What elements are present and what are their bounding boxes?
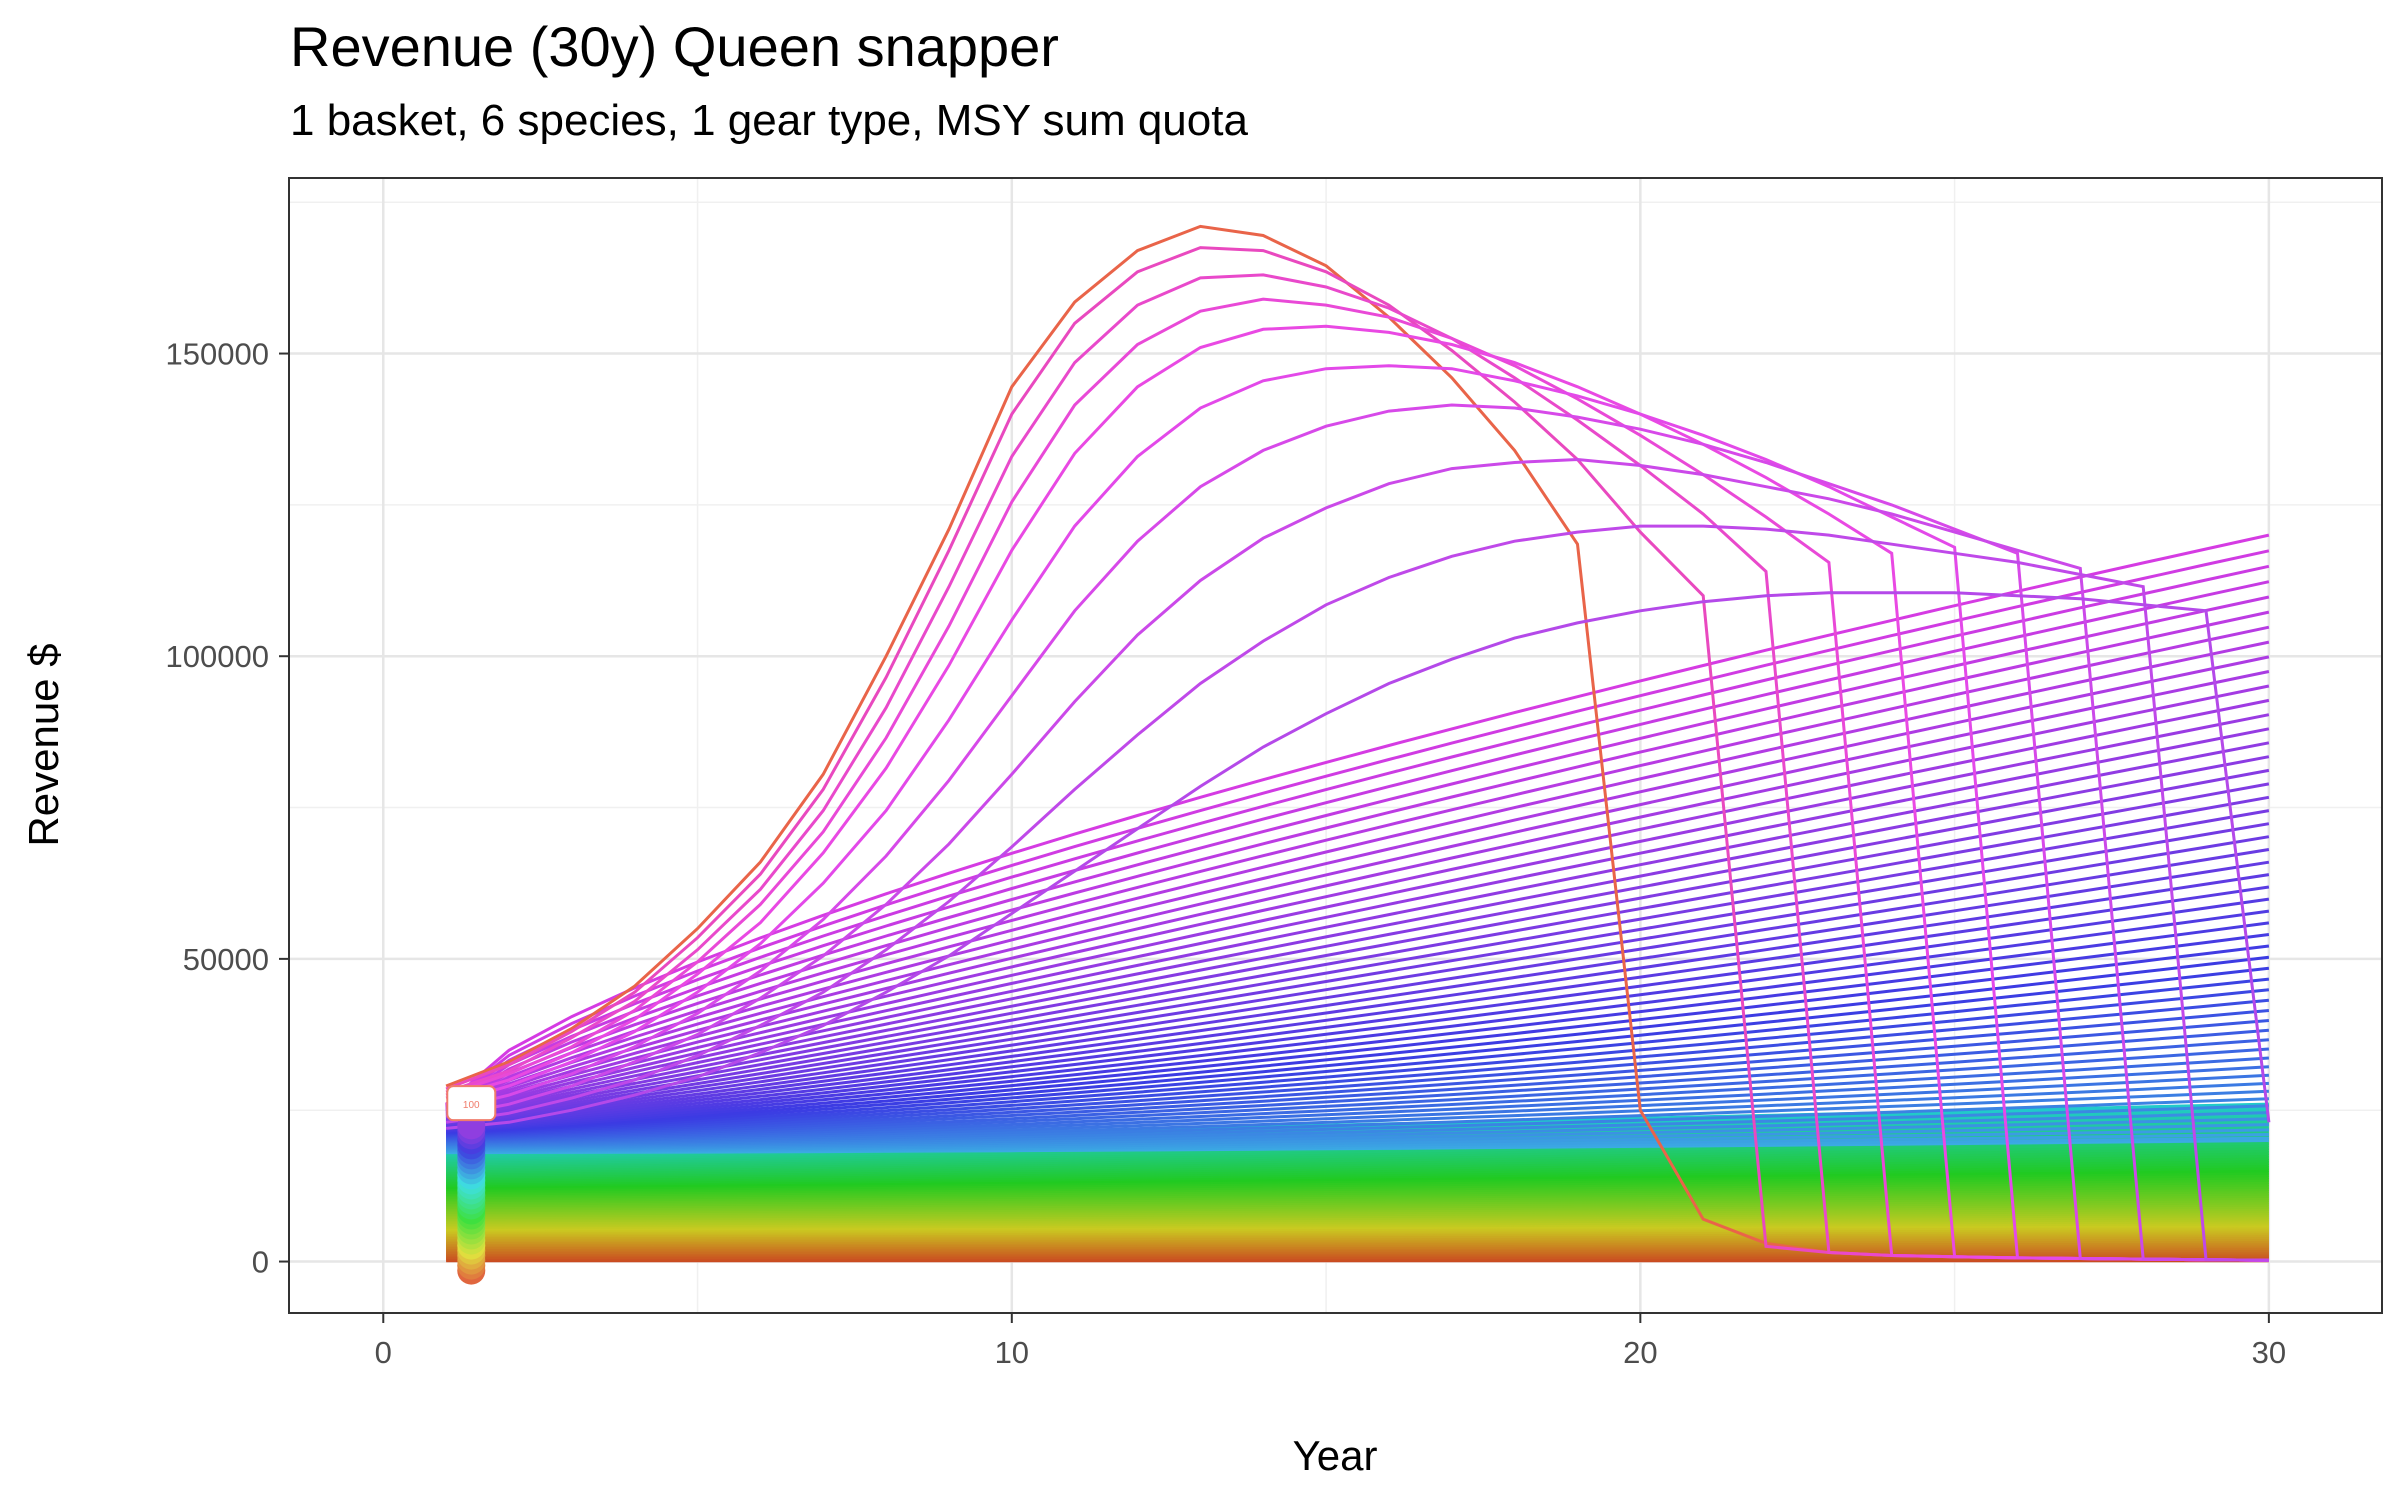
axes: 0 10 20 30 0 50000 100000 150000: [166, 337, 2287, 1370]
series-line-highlight: [445, 524, 2269, 1262]
series-line: [445, 655, 2270, 1113]
series-line: [445, 713, 2270, 1117]
series-line: [446, 1065, 2269, 1144]
series-line: [445, 564, 2270, 1108]
series-line: [445, 848, 2270, 1126]
series-line: [445, 809, 2270, 1123]
y-tick-label: 100000: [166, 639, 269, 674]
series-line: [446, 933, 2270, 1132]
series-line: [446, 1073, 2269, 1145]
plot-panel-border: [288, 177, 2383, 1314]
series-line-highlight: [445, 457, 2269, 1262]
series-line: [445, 860, 2270, 1127]
chart-subtitle: 1 basket, 6 species, 1 gear type, MSY su…: [290, 96, 1248, 145]
series-line-highlight: [445, 364, 2269, 1262]
series-line-highlight: [445, 591, 2271, 1130]
series-line: [445, 670, 2270, 1114]
series-line: [445, 741, 2270, 1119]
series-line: [446, 988, 2270, 1137]
series-line: [445, 640, 2270, 1112]
x-tick-label: 30: [2252, 1335, 2286, 1370]
series-line: [446, 1009, 2270, 1138]
start-markers: 100: [446, 1085, 497, 1285]
series-line: [446, 1028, 2270, 1140]
series-line: [445, 755, 2270, 1120]
series-line: [446, 1081, 2269, 1146]
chart-title: Revenue (30y) Queen snapper: [290, 15, 1059, 78]
series-line: [446, 944, 2270, 1133]
series-line: [445, 835, 2270, 1125]
series-line: [445, 885, 2270, 1129]
series-line: [445, 795, 2270, 1122]
series-line: [446, 955, 2270, 1134]
series-line: [446, 1056, 2269, 1143]
series-line: [446, 1019, 2270, 1139]
series-line: [446, 966, 2270, 1135]
series-line: [445, 625, 2270, 1111]
series-line: [446, 977, 2270, 1136]
series-line: [446, 998, 2270, 1137]
series-line-highlight: [445, 403, 2269, 1262]
start-label-box: [446, 1085, 497, 1122]
x-tick-label: 10: [995, 1335, 1029, 1370]
start-label-text: 100: [463, 1100, 480, 1111]
series-line: [445, 533, 2270, 1106]
series-line: [446, 1047, 2270, 1142]
y-axis-title: Revenue $: [20, 643, 67, 846]
y-tick-label: 50000: [183, 942, 269, 977]
series-line: [445, 727, 2270, 1118]
series-line: [446, 1097, 2269, 1147]
series-line: [445, 897, 2270, 1129]
y-tick-label: 0: [252, 1245, 269, 1280]
series-lines: [445, 224, 2271, 1262]
series-line: [446, 1038, 2270, 1141]
y-tick-label: 150000: [166, 337, 269, 372]
series-line: [445, 822, 2270, 1124]
series-line: [445, 684, 2270, 1115]
series-line: [446, 921, 2270, 1131]
x-axis-title: Year: [1293, 1432, 1378, 1479]
series-line: [445, 909, 2270, 1130]
series-line: [445, 782, 2270, 1121]
series-line-highlight: [445, 324, 2269, 1262]
x-tick-label: 0: [375, 1335, 392, 1370]
x-tick-label: 20: [1623, 1335, 1657, 1370]
series-line: [445, 873, 2270, 1128]
